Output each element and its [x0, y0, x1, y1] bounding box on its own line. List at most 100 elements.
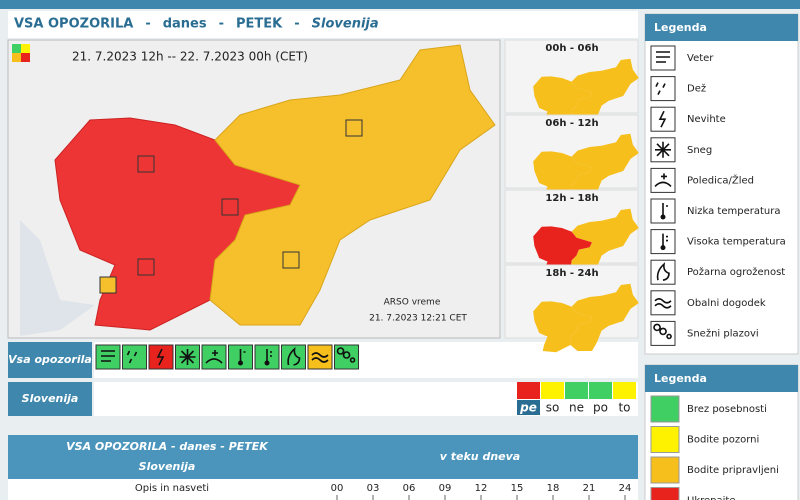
day-label: po	[593, 401, 608, 415]
row-label: Slovenija	[22, 392, 79, 405]
legend-label: Visoka temperatura	[687, 237, 786, 248]
header-bar	[8, 11, 638, 38]
icon-glyph	[654, 298, 672, 309]
icon-glyph	[101, 350, 115, 362]
sea	[20, 220, 95, 336]
icon-glyph	[179, 349, 196, 365]
legend-swatch	[650, 456, 680, 484]
hour-label: 06	[403, 483, 416, 494]
icon-glyph	[264, 360, 270, 366]
table-header	[8, 435, 638, 479]
day-label: to	[618, 401, 630, 415]
legend-label: Snežni plazovi	[687, 327, 759, 339]
legend-label: Bodite pripravljeni	[687, 465, 779, 476]
period-label: 06h - 12h	[545, 118, 598, 129]
legend-label: Požarna ogroženost	[687, 266, 785, 278]
period-label: 18h - 24h	[545, 268, 598, 279]
warning-icon	[281, 344, 306, 370]
header-part: -	[294, 17, 299, 32]
legend-header	[645, 365, 798, 392]
icon-glyph	[655, 82, 666, 95]
warning-icon	[307, 344, 333, 370]
icon-glyph	[662, 233, 668, 246]
mini-region-east	[570, 58, 639, 126]
day-level	[517, 382, 540, 399]
day-label: so	[546, 401, 560, 415]
legend-label: Dež	[687, 83, 706, 95]
warning-icon	[201, 344, 227, 370]
mini-region-east	[570, 133, 639, 201]
icon-glyph	[654, 173, 672, 187]
icon-glyph	[656, 51, 670, 63]
icon-glyph	[660, 214, 666, 220]
map-icons	[99, 119, 363, 294]
legend-swatch	[650, 395, 680, 423]
icon-glyph	[238, 360, 243, 366]
mini-map	[533, 208, 639, 278]
mini-map	[533, 133, 639, 203]
warning-icon	[95, 344, 121, 370]
icon-glyph	[311, 352, 329, 363]
icon-glyph	[653, 323, 672, 340]
day-level	[565, 382, 588, 399]
icon-glyph	[156, 348, 165, 366]
legend-label: Poledica/Žled	[687, 173, 754, 186]
icon-glyph	[239, 349, 246, 361]
mini-map	[533, 283, 639, 353]
legend-label: Brez posebnosti	[687, 404, 767, 415]
icon-glyph	[660, 245, 666, 251]
mini-region-west	[533, 301, 592, 353]
day-label: ne	[569, 401, 584, 415]
header-part: PETEK	[236, 17, 283, 32]
icon-glyph	[126, 350, 138, 364]
table-title: VSA OPOZORILA - danes - PETEK	[66, 440, 269, 453]
icon-glyph	[205, 350, 223, 364]
legend-swatch	[650, 487, 680, 500]
map-credit: ARSO vreme	[384, 298, 441, 308]
legend-icon	[650, 259, 676, 285]
hour-label: 24	[619, 483, 632, 494]
icon-glyph	[656, 262, 670, 281]
legend-icon	[650, 76, 676, 102]
row-label-box	[8, 342, 92, 378]
icon-glyph	[662, 203, 668, 215]
period-label: 00h - 06h	[545, 43, 598, 54]
hour-label: 18	[547, 483, 560, 494]
legend-swatch	[650, 426, 680, 453]
legend-label: Nizka temperatura	[687, 206, 780, 217]
mini-region-east	[570, 208, 639, 276]
hour-label: 21	[583, 483, 596, 494]
table-region: Slovenija	[139, 460, 196, 473]
mini-map	[533, 58, 639, 128]
legend-header	[645, 14, 798, 41]
mini-region-east	[570, 283, 639, 351]
legend-icon	[650, 320, 676, 346]
day-level	[589, 382, 612, 399]
legend-icon	[650, 167, 676, 193]
hour-label: 03	[367, 483, 380, 494]
map-period: 21. 7.2023 12h -- 22. 7.2023 00h (CET)	[72, 50, 308, 64]
table-column: Opis in nasveti	[135, 483, 209, 494]
mini-region-west	[533, 151, 592, 203]
day-label: pe	[519, 401, 537, 415]
header-part: -	[219, 17, 224, 32]
legend-label: Obalni dogodek	[687, 298, 766, 309]
table-span: v teku dneva	[440, 450, 520, 463]
legend-icon	[650, 290, 676, 316]
row-label: Vsa opozorila	[8, 353, 92, 366]
legend-label: Nevihte	[687, 114, 726, 125]
icon-glyph	[287, 346, 301, 366]
header-part: danes	[163, 17, 207, 32]
period-label: 12h - 18h	[545, 193, 598, 204]
hour-label: 15	[511, 483, 524, 494]
icon-glyph	[658, 110, 667, 128]
legend-label: Ukrepajte	[687, 496, 735, 500]
legend-label: Bodite pozorni	[687, 435, 759, 446]
hour-label: 00	[331, 483, 344, 494]
mini-region-west	[533, 76, 592, 128]
header-part: -	[145, 17, 150, 32]
day-selected	[517, 400, 540, 415]
legend-icon	[650, 45, 676, 71]
